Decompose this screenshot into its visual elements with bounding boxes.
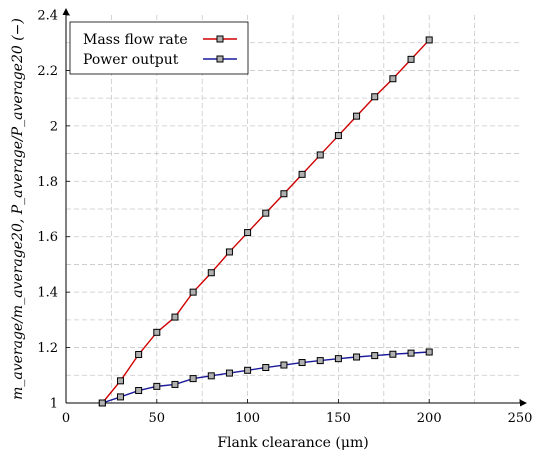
data-point bbox=[425, 348, 433, 356]
data-point bbox=[244, 229, 252, 237]
series bbox=[98, 36, 433, 407]
data-point bbox=[334, 132, 342, 140]
data-point bbox=[244, 366, 252, 374]
data-point bbox=[316, 357, 324, 365]
x-tick-label: 150 bbox=[326, 411, 351, 426]
data-point bbox=[371, 352, 379, 360]
data-point bbox=[189, 375, 197, 383]
data-point bbox=[371, 93, 379, 101]
data-point bbox=[171, 313, 179, 321]
data-point bbox=[407, 55, 415, 63]
x-tick-label: 250 bbox=[508, 411, 533, 426]
data-point bbox=[353, 353, 361, 361]
data-point bbox=[135, 387, 143, 395]
data-point bbox=[334, 355, 342, 363]
data-point bbox=[207, 372, 215, 380]
data-point bbox=[262, 364, 270, 372]
data-point bbox=[98, 399, 106, 407]
legend-marker bbox=[216, 55, 224, 63]
data-point bbox=[389, 75, 397, 83]
data-point bbox=[153, 382, 161, 390]
legend-label: Mass flow rate bbox=[83, 32, 188, 48]
data-point bbox=[280, 361, 288, 369]
data-point bbox=[407, 349, 415, 357]
data-point bbox=[189, 288, 197, 296]
data-point bbox=[116, 393, 124, 401]
axes bbox=[62, 8, 527, 407]
legend-entry: Power output bbox=[83, 52, 237, 68]
y-tick-label: 1.8 bbox=[37, 175, 58, 190]
y-axis-arrow bbox=[62, 8, 70, 15]
data-point bbox=[353, 112, 361, 120]
data-point bbox=[298, 359, 306, 367]
tick-labels: 0 50 100 150 200 250 1 1.2 1.4 1.6 1.8 2 2.2 2.4 bbox=[37, 9, 532, 427]
data-point bbox=[153, 328, 161, 336]
y-tick-label: 1.2 bbox=[37, 341, 58, 356]
data-point bbox=[298, 170, 306, 178]
x-axis-label: Flank clearance (μm) bbox=[217, 435, 368, 451]
legend-box bbox=[69, 21, 249, 75]
x-tick-label: 100 bbox=[235, 411, 260, 426]
y-tick-label: 1.6 bbox=[37, 230, 58, 245]
y-tick-label: 2.2 bbox=[37, 64, 58, 79]
legend-marker bbox=[216, 35, 224, 43]
data-point bbox=[171, 380, 179, 388]
grid bbox=[66, 15, 520, 403]
y-tick-label: 1 bbox=[50, 397, 58, 412]
data-point bbox=[389, 350, 397, 358]
legend-label: Power output bbox=[83, 52, 179, 68]
data-point bbox=[262, 209, 270, 217]
data-point bbox=[225, 248, 233, 256]
data-point bbox=[425, 36, 433, 44]
data-point bbox=[280, 190, 288, 198]
series-line bbox=[101, 39, 430, 404]
data-point bbox=[207, 269, 215, 277]
series-line bbox=[102, 351, 430, 404]
series-1 bbox=[98, 36, 433, 407]
data-point bbox=[135, 351, 143, 358]
x-tick-label: 50 bbox=[149, 411, 166, 426]
x-axis-arrow bbox=[520, 399, 527, 407]
y-tick-label: 2 bbox=[50, 119, 58, 134]
x-tick-label: 0 bbox=[62, 411, 70, 426]
data-point bbox=[316, 151, 324, 159]
data-point bbox=[116, 377, 124, 385]
legend: Mass flow rate Power output bbox=[69, 21, 249, 75]
data-point bbox=[225, 369, 233, 377]
series-2 bbox=[98, 348, 433, 407]
legend-entry: Mass flow rate bbox=[83, 32, 237, 48]
y-axis-label: m_average/m_average20, P_average/P_avera… bbox=[10, 18, 26, 400]
y-tick-label: 2.4 bbox=[37, 9, 58, 24]
y-tick-label: 1.4 bbox=[37, 286, 58, 301]
x-tick-label: 200 bbox=[417, 411, 442, 426]
